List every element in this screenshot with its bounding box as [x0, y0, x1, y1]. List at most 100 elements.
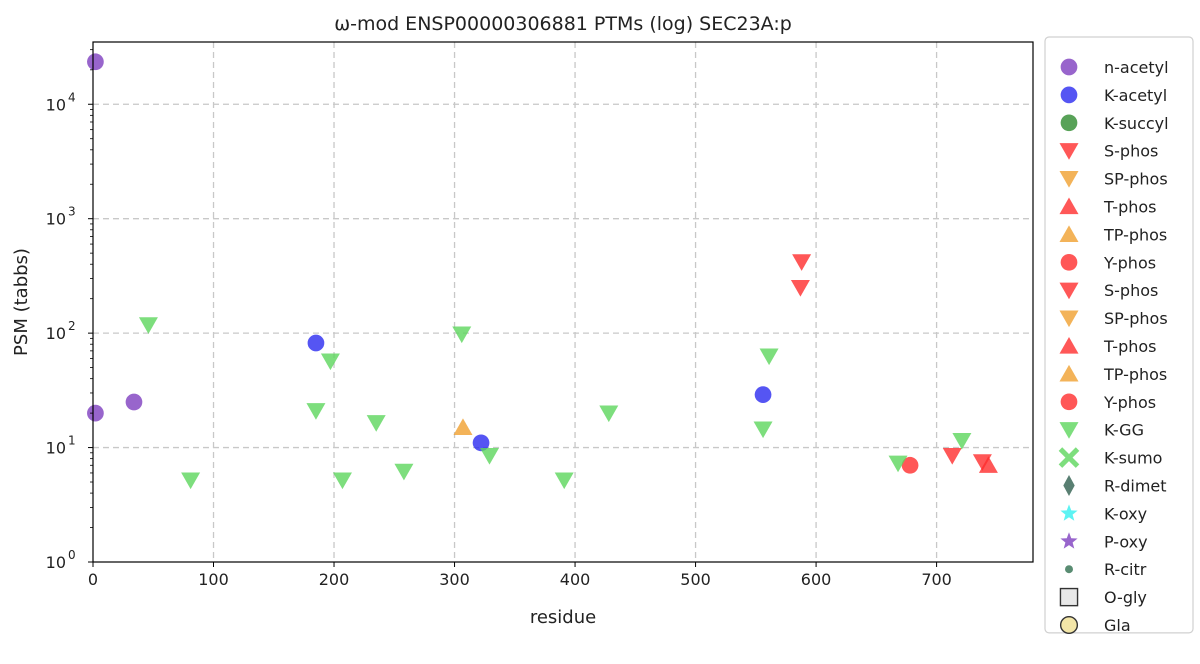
legend-label: S-phos	[1104, 142, 1158, 161]
legend-entry-t-phos: T-phos	[1059, 197, 1157, 217]
grid-lines	[93, 42, 1033, 562]
data-point-k-gg	[599, 405, 619, 423]
legend-entry-s-phos: S-phos	[1059, 142, 1158, 161]
legend-marker-s-phos	[1059, 282, 1079, 300]
legend-label: S-phos	[1104, 281, 1158, 300]
legend-entry-n-acetyl: n-acetyl	[1060, 58, 1169, 77]
data-point-k-gg	[753, 421, 773, 439]
legend: n-acetyl K-acetyl K-succyl S-phos SP-phos T-p…	[1044, 36, 1194, 635]
data-point-n-acetyl	[87, 53, 104, 71]
legend-label: Y-phos	[1103, 393, 1156, 412]
legend-marker-n-acetyl	[1060, 58, 1078, 76]
y-tick-label: 10	[46, 553, 66, 572]
data-point-k-gg	[554, 472, 574, 490]
chart-title: ω-mod ENSP00000306881 PTMs (log) SEC23A:…	[334, 13, 792, 35]
legend-entry-tp-phos: TP-phos	[1059, 364, 1167, 384]
x-axis-label: residue	[530, 607, 596, 628]
y-tick-label: 10	[46, 439, 66, 458]
legend-entry-k-sumo: K-sumo	[1058, 447, 1162, 468]
y-axis-label: PSM (tabbs)	[11, 248, 32, 356]
legend-entry-o-gly: O-gly	[1059, 587, 1147, 607]
legend-marker-t-phos	[1059, 197, 1079, 215]
data-points	[87, 53, 998, 490]
legend-marker-sp-phos	[1059, 310, 1079, 328]
data-point-k-gg	[366, 415, 386, 432]
legend-label: O-gly	[1104, 588, 1147, 607]
data-point-k-gg	[332, 472, 352, 490]
legend-entry-sp-phos: SP-phos	[1059, 309, 1168, 328]
data-point-k-gg	[759, 348, 779, 366]
y-tick-exponent: 2	[68, 319, 76, 333]
data-point-k-acetyl	[754, 386, 772, 404]
data-point-k-acetyl	[472, 434, 490, 452]
legend-marker-k-sumo	[1058, 447, 1080, 468]
legend-label: T-phos	[1103, 337, 1157, 356]
x-tick-label: 500	[680, 570, 711, 589]
x-axis-ticks: 0 100 200 300 400 500 600 700	[88, 562, 952, 589]
legend-marker-tp-phos	[1059, 364, 1079, 382]
x-tick-label: 0	[88, 570, 98, 589]
y-tick-label: 10	[46, 324, 66, 343]
axes-frame	[92, 41, 1034, 563]
legend-marker-p-oxy	[1060, 532, 1078, 549]
data-point-tp-phos	[453, 418, 473, 436]
legend-entry-k-acetyl: K-acetyl	[1060, 86, 1167, 105]
legend-entry-sp-phos: SP-phos	[1059, 170, 1168, 189]
data-point-s-phos	[972, 454, 992, 471]
x-tick-label: 300	[439, 570, 470, 589]
y-tick-exponent: 0	[68, 548, 76, 562]
y-tick-label: 10	[46, 210, 66, 229]
legend-marker-gla	[1059, 615, 1079, 635]
data-point-k-gg	[888, 455, 908, 473]
data-point-k-gg	[306, 403, 326, 420]
data-point-k-gg	[479, 448, 499, 465]
data-point-k-gg	[452, 326, 472, 344]
legend-marker-y-phos	[1060, 393, 1078, 411]
data-point-k-gg	[181, 472, 201, 490]
legend-label: K-GG	[1104, 421, 1144, 440]
legend-label: SP-phos	[1104, 309, 1168, 328]
x-tick-label: 100	[198, 570, 229, 589]
axes-border	[92, 41, 1034, 563]
legend-box	[1044, 36, 1194, 634]
legend-marker-s-phos	[1059, 143, 1079, 160]
legend-entry-k-oxy: K-oxy	[1060, 504, 1147, 523]
x-tick-label: 600	[801, 570, 832, 589]
legend-label: K-succyl	[1104, 114, 1169, 133]
legend-marker-sp-phos	[1059, 171, 1079, 188]
legend-entry-gla: Gla	[1059, 615, 1131, 635]
legend-marker-k-gg	[1059, 422, 1079, 439]
y-tick-exponent: 3	[68, 205, 76, 219]
legend-marker-tp-phos	[1059, 225, 1079, 242]
legend-label: T-phos	[1103, 198, 1157, 217]
y-tick-label: 10	[46, 95, 66, 114]
data-point-n-acetyl	[125, 393, 143, 411]
data-point-s-phos	[942, 448, 962, 465]
legend-marker-o-gly	[1059, 587, 1079, 607]
legend-entry-k-succyl: K-succyl	[1060, 114, 1169, 133]
data-point-k-gg	[952, 433, 972, 450]
legend-label: K-oxy	[1104, 504, 1147, 523]
data-point-n-acetyl	[87, 404, 104, 422]
data-point-k-acetyl	[307, 334, 325, 352]
legend-label: K-sumo	[1104, 449, 1162, 468]
legend-entry-r-citr: R-citr	[1065, 560, 1147, 579]
data-point-k-gg	[138, 317, 158, 334]
x-tick-label: 200	[319, 570, 350, 589]
legend-label: R-dimet	[1104, 477, 1167, 496]
data-point-s-phos	[792, 254, 812, 271]
legend-entry-y-phos: Y-phos	[1060, 393, 1156, 412]
legend-marker-y-phos	[1060, 253, 1078, 271]
legend-marker-k-succyl	[1060, 114, 1078, 132]
legend-label: K-acetyl	[1104, 86, 1167, 105]
y-tick-exponent: 4	[68, 90, 76, 104]
data-point-t-phos	[978, 456, 998, 473]
x-tick-label: 400	[560, 570, 591, 589]
legend-label: TP-phos	[1103, 225, 1167, 244]
legend-marker-t-phos	[1059, 336, 1079, 354]
data-point-k-gg	[394, 463, 414, 481]
x-tick-label: 700	[921, 570, 952, 589]
y-tick-exponent: 1	[68, 434, 76, 448]
